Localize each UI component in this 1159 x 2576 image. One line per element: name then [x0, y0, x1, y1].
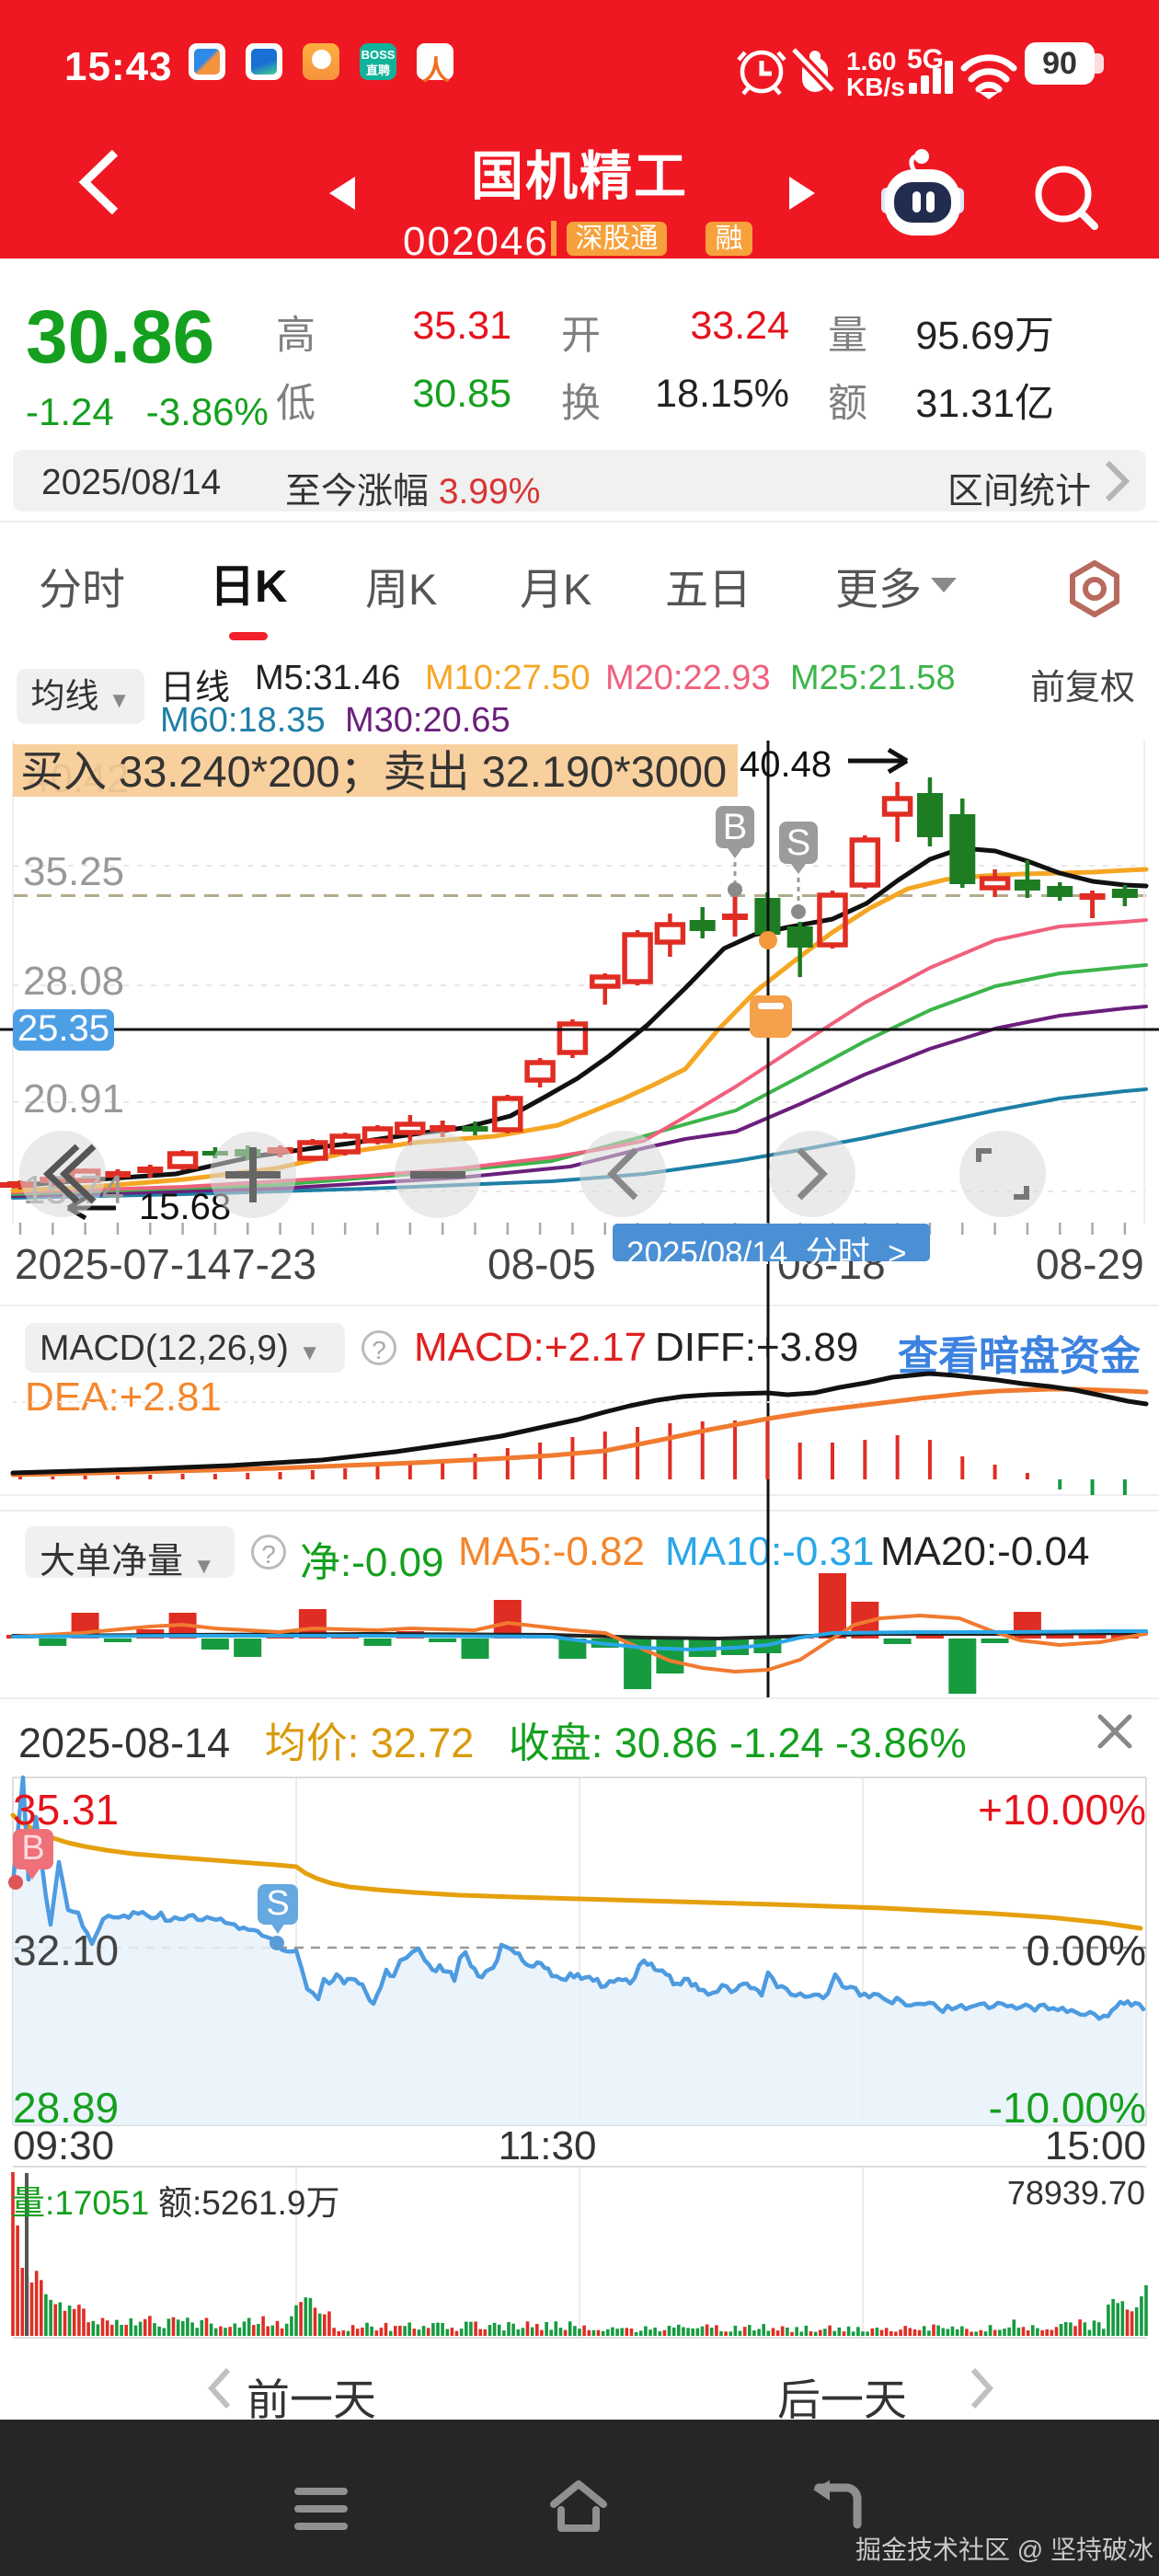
svg-text:额:5261.9万: 额:5261.9万 [158, 2184, 339, 2222]
svg-text:78939.70: 78939.70 [1007, 2174, 1145, 2212]
svg-text:KB/s: KB/s [846, 73, 905, 99]
svg-text:15:00: 15:00 [1045, 2123, 1146, 2168]
svg-text:买入 33.240*200；卖出 32.190*3000: 买入 33.240*200；卖出 32.190*3000 [20, 747, 727, 796]
svg-text:20.91: 20.91 [23, 1076, 124, 1121]
svg-text:S: S [266, 1884, 289, 1923]
svg-text:B: B [21, 1829, 44, 1868]
svg-text:25.35: 25.35 [17, 1008, 109, 1049]
svg-text:S: S [786, 822, 811, 863]
svg-text:1.60: 1.60 [846, 47, 897, 75]
svg-text:09:30: 09:30 [13, 2123, 114, 2168]
svg-text:35.25: 35.25 [23, 849, 124, 894]
svg-text:32.10: 32.10 [13, 1926, 119, 1974]
svg-text:+10.00%: +10.00% [978, 1786, 1146, 1834]
svg-text:28.89: 28.89 [13, 2084, 119, 2132]
svg-text:40.48: 40.48 [740, 744, 832, 785]
svg-text:11:30: 11:30 [499, 2123, 597, 2168]
svg-text:28.08: 28.08 [23, 959, 124, 1004]
svg-text:0.00%: 0.00% [1027, 1926, 1146, 1974]
svg-text:B: B [723, 807, 748, 847]
svg-text:35.31: 35.31 [13, 1786, 119, 1834]
svg-text:-10.00%: -10.00% [989, 2084, 1146, 2132]
svg-text:量:17051: 量:17051 [11, 2184, 149, 2222]
